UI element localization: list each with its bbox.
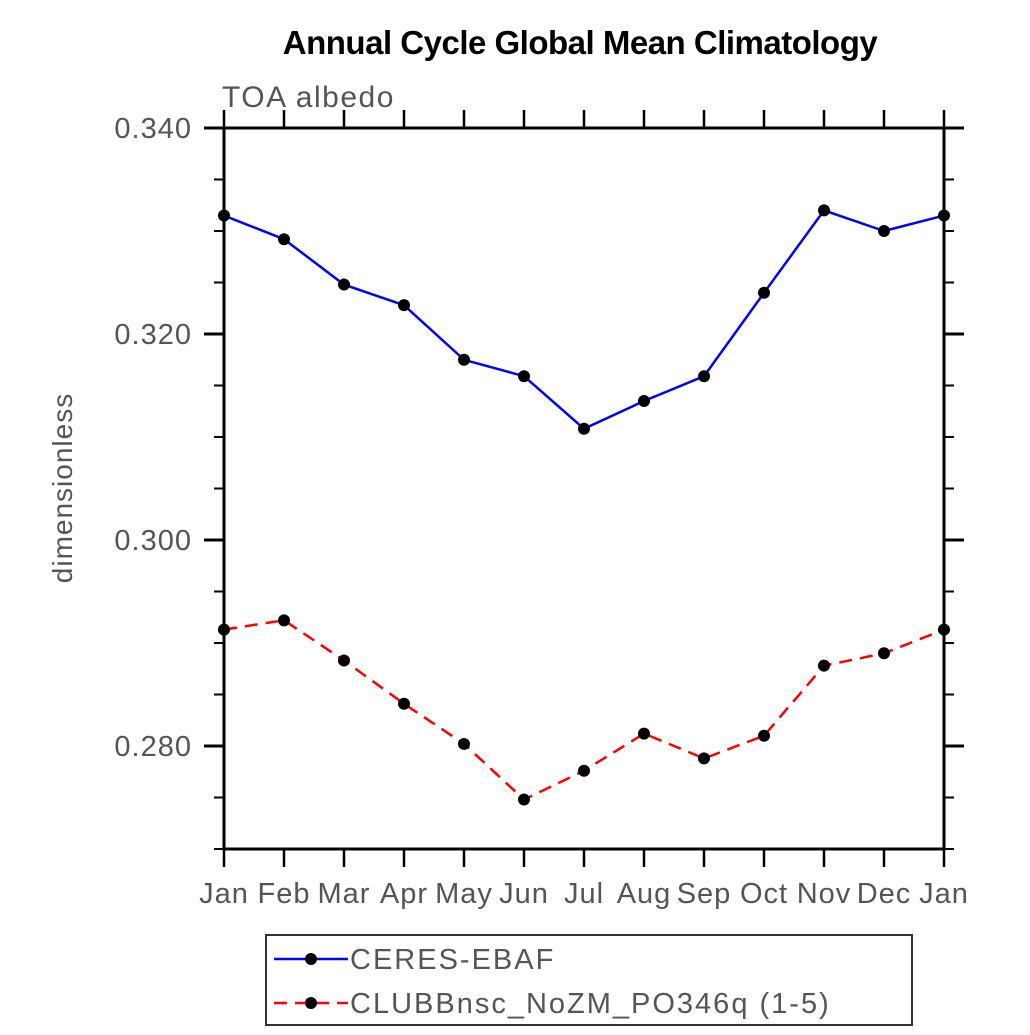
x-tick-label: Sep	[677, 878, 732, 910]
data-point	[218, 623, 230, 636]
data-point	[818, 659, 830, 672]
data-point	[698, 370, 710, 383]
data-point	[758, 729, 770, 742]
x-tick-label: Apr	[380, 878, 428, 910]
x-tick-label: Jun	[499, 878, 549, 910]
data-point	[278, 614, 290, 627]
y-tick-labels: 0.280 0.300 0.320 0.340	[114, 113, 192, 763]
y-tick-label: 0.320	[114, 319, 192, 351]
data-point	[338, 278, 350, 291]
data-point	[938, 209, 950, 222]
data-point	[458, 353, 470, 366]
data-point	[278, 233, 290, 246]
data-point	[758, 286, 770, 299]
y-tick-label: 0.280	[114, 731, 192, 763]
x-tick-label: Feb	[258, 878, 311, 910]
x-tick-label: May	[435, 878, 493, 910]
x-tick-label: Dec	[857, 878, 912, 910]
y-tick-label: 0.340	[114, 113, 192, 145]
x-tick-label: Jan	[919, 878, 969, 910]
data-point	[398, 697, 410, 710]
data-point	[518, 370, 530, 383]
x-tick-label: Nov	[797, 878, 852, 910]
data-point	[458, 737, 470, 750]
data-point	[338, 654, 350, 667]
series-line-0	[223, 208, 945, 431]
x-tick-label: Oct	[740, 878, 788, 910]
legend-marker-1	[305, 997, 317, 1009]
y-axis-label: dimensionless	[47, 393, 78, 583]
axis-ticks	[204, 110, 964, 867]
legend-box	[265, 934, 913, 1026]
data-point	[518, 793, 530, 806]
x-tick-labels: Jan Feb Mar Apr May Jun Jul Aug Sep Oct Nov Dec Jan	[199, 878, 969, 910]
data-point	[398, 299, 410, 312]
data-point	[818, 204, 830, 217]
chart-title: Annual Cycle Global Mean Climatology	[283, 24, 879, 61]
data-point	[638, 727, 650, 740]
legend: CERES-EBAF CLUBBnsc_NoZM_PO346q (1-5)	[265, 934, 913, 1026]
data-point	[578, 422, 590, 435]
plot-frame	[222, 126, 946, 851]
data-point	[638, 394, 650, 407]
x-tick-label: Jan	[199, 878, 249, 910]
legend-label-1: CLUBBnsc_NoZM_PO346q (1-5)	[350, 988, 831, 1020]
x-tick-label: Jul	[564, 878, 604, 910]
y-tick-label: 0.300	[114, 525, 192, 557]
data-point	[698, 752, 710, 765]
chart-subtitle: TOA albedo	[222, 81, 395, 114]
x-tick-label: Aug	[617, 878, 672, 910]
data-point	[938, 623, 950, 636]
legend-marker-0	[305, 953, 317, 965]
data-point	[218, 209, 230, 222]
data-point	[578, 764, 590, 777]
plot-border	[222, 126, 946, 851]
data-point	[878, 647, 890, 660]
data-point	[878, 225, 890, 237]
series-group	[218, 204, 950, 806]
x-tick-label: Mar	[318, 878, 371, 910]
legend-label-0: CERES-EBAF	[350, 944, 555, 976]
